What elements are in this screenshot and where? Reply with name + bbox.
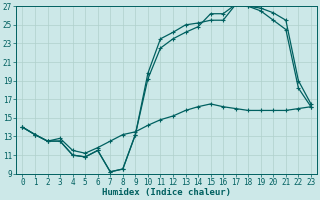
X-axis label: Humidex (Indice chaleur): Humidex (Indice chaleur) bbox=[102, 188, 231, 197]
